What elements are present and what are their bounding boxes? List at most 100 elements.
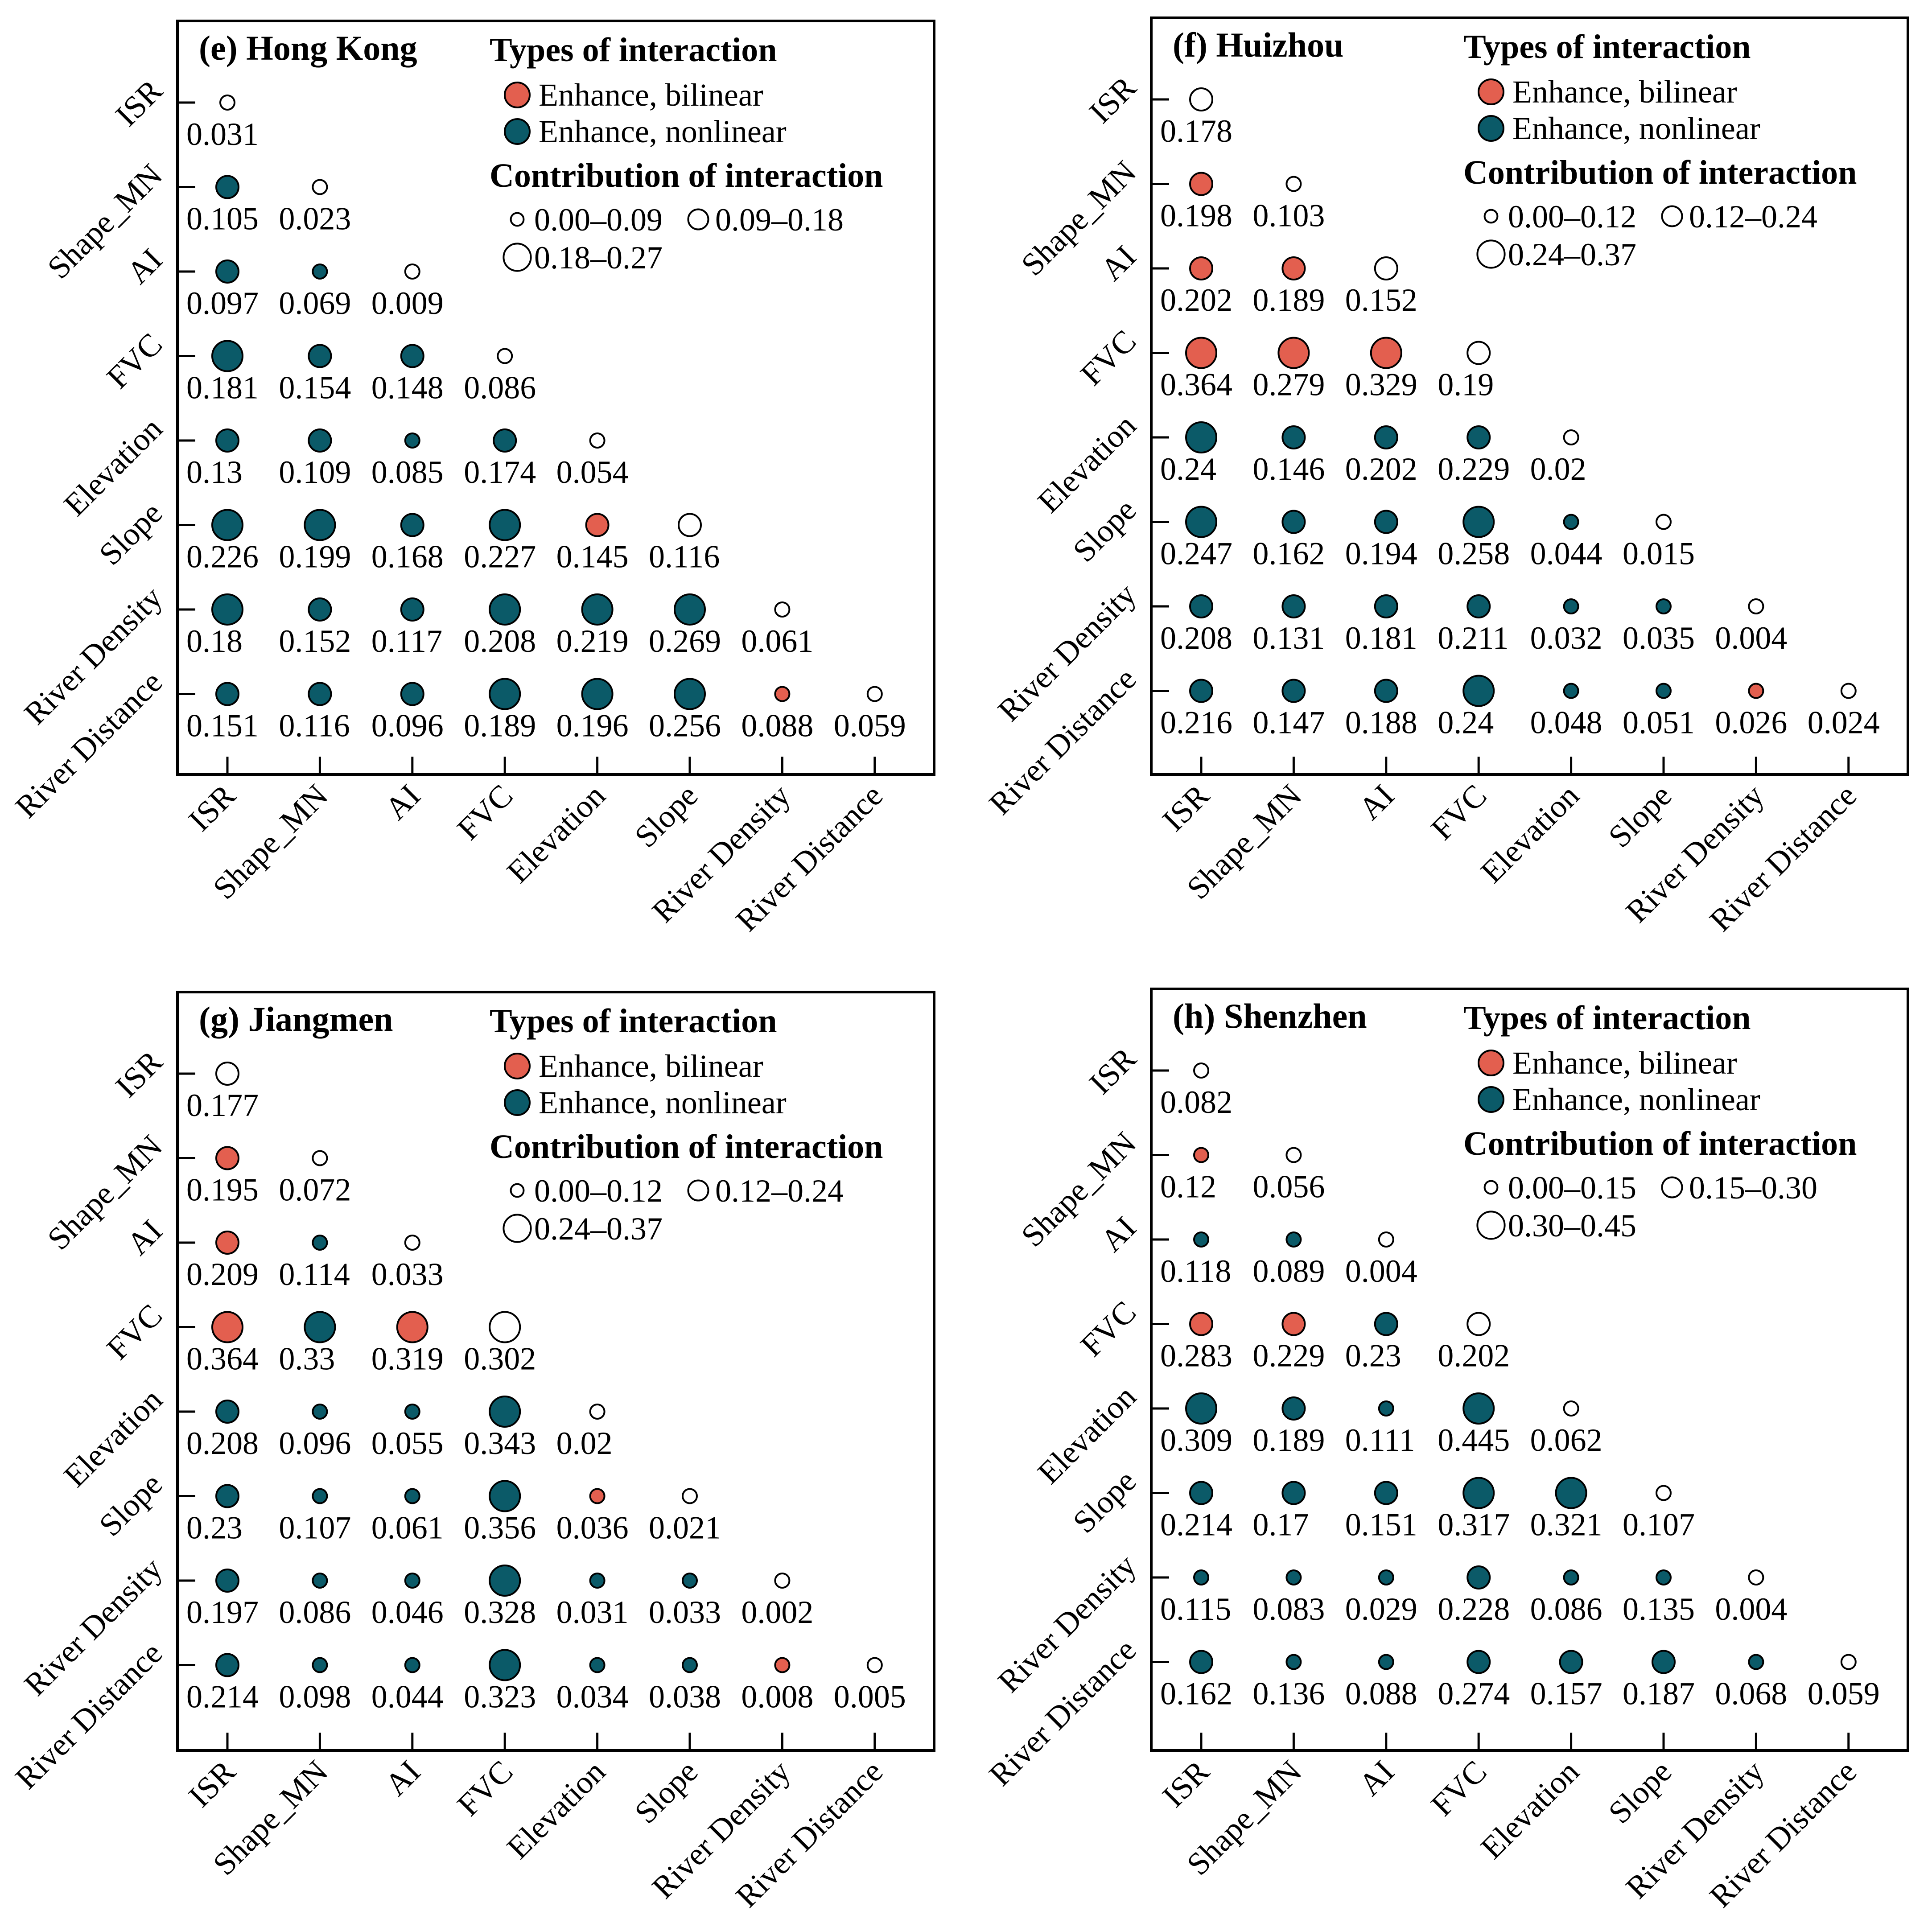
cell-value-river-density-ai: 0.046	[371, 1594, 444, 1630]
legend-size-label-2: 0.15–0.30	[1689, 1170, 1817, 1206]
cell-marker-river-density-fvc	[489, 593, 521, 626]
cell-marker-slope-elevation	[585, 513, 610, 537]
cell-value-fvc-ai: 0.329	[1345, 367, 1417, 403]
cell-marker-river-distance-fvc	[489, 678, 521, 710]
cell-value-isr-isr: 0.177	[186, 1087, 259, 1123]
cell-value-river-distance-slope: 0.051	[1623, 705, 1695, 741]
cell-marker-slope-ai	[1374, 1481, 1398, 1505]
cell-marker-shape-mn-isr	[215, 175, 239, 199]
cell-value-ai-isr: 0.209	[186, 1256, 259, 1292]
cell-marker-river-density-slope	[1656, 1569, 1672, 1585]
legend-size-swatch-1	[510, 212, 525, 227]
legend-types-title: Types of interaction	[490, 1002, 777, 1040]
cell-value-fvc-fvc: 0.302	[464, 1341, 536, 1377]
legend-contribution-title: Contribution of interaction	[490, 1128, 883, 1165]
cell-marker-river-distance-slope	[682, 1657, 698, 1673]
cell-value-river-distance-elevation: 0.034	[556, 1679, 629, 1715]
legend-size-swatch-3	[503, 243, 532, 272]
cell-value-slope-fvc: 0.258	[1438, 536, 1510, 572]
cell-value-ai-shape-mn: 0.089	[1252, 1253, 1325, 1289]
cell-value-ai-ai: 0.004	[1345, 1253, 1417, 1289]
legend-nonlinear-swatch	[1478, 1086, 1504, 1113]
cell-value-shape-mn-isr: 0.12	[1160, 1169, 1216, 1205]
cell-value-shape-mn-shape-mn: 0.056	[1252, 1169, 1325, 1205]
cell-marker-ai-shape-mn	[312, 1235, 328, 1251]
cell-value-river-density-isr: 0.197	[186, 1594, 259, 1630]
legend-size-label-2: 0.09–0.18	[715, 202, 844, 238]
x-tick-label-ai: AI	[378, 1754, 427, 1803]
cell-value-fvc-fvc: 0.202	[1438, 1338, 1510, 1374]
cell-marker-fvc-fvc	[489, 1311, 521, 1343]
cell-marker-elevation-shape-mn	[312, 1404, 328, 1420]
cell-value-river-density-river-density: 0.061	[741, 623, 813, 659]
cell-value-ai-ai: 0.009	[371, 285, 444, 321]
cell-marker-river-density-isr	[1193, 1569, 1209, 1585]
cell-marker-river-distance-isr	[1189, 679, 1213, 703]
cell-marker-fvc-shape-mn	[308, 344, 332, 368]
cell-marker-river-distance-river-distance	[1840, 1654, 1857, 1670]
cell-marker-river-distance-shape-mn	[1285, 1654, 1302, 1670]
cell-marker-elevation-isr	[215, 1400, 239, 1424]
panel-title: (e) Hong Kong	[199, 29, 417, 67]
y-tick-label-fvc: FVC	[1074, 1294, 1143, 1363]
cell-marker-river-distance-ai	[404, 1657, 420, 1673]
legend-types-title: Types of interaction	[1463, 28, 1751, 66]
x-tick-label-ai: AI	[1352, 1754, 1401, 1803]
cell-marker-river-distance-slope	[674, 678, 706, 710]
legend-size-swatch-1	[1483, 209, 1499, 224]
y-tick-label-slope: Slope	[92, 495, 169, 572]
cell-value-river-distance-isr: 0.214	[186, 1679, 259, 1715]
legend-size-label-3: 0.30–0.45	[1508, 1208, 1636, 1244]
cell-marker-elevation-fvc	[493, 428, 517, 453]
cell-value-river-distance-fvc: 0.189	[464, 708, 536, 744]
y-tick-label-fvc: FVC	[100, 1297, 169, 1367]
cell-value-river-density-river-density: 0.002	[741, 1594, 813, 1630]
y-tick-label-slope: Slope	[1066, 1463, 1143, 1540]
cell-value-fvc-shape-mn: 0.154	[279, 370, 351, 406]
legend-nonlinear-label: Enhance, nonlinear	[539, 1085, 787, 1120]
cell-marker-elevation-fvc	[1462, 1392, 1495, 1425]
cell-value-river-density-fvc: 0.228	[1438, 1591, 1510, 1627]
cell-marker-slope-isr	[211, 509, 243, 541]
cell-marker-slope-shape-mn	[304, 509, 336, 541]
cell-marker-fvc-isr	[1185, 337, 1217, 369]
cell-value-river-distance-shape-mn: 0.098	[279, 1679, 351, 1715]
cell-value-river-density-river-density: 0.004	[1715, 620, 1787, 656]
legend-bilinear-label: Enhance, bilinear	[539, 77, 763, 113]
cell-value-elevation-fvc: 0.445	[1438, 1422, 1510, 1458]
cell-value-slope-shape-mn: 0.199	[279, 539, 351, 575]
cell-marker-slope-ai	[400, 513, 424, 537]
cell-marker-elevation-fvc	[1467, 425, 1491, 449]
cell-marker-river-density-shape-mn	[1281, 594, 1306, 618]
cell-value-river-distance-river-density: 0.088	[741, 708, 813, 744]
cell-value-slope-fvc: 0.317	[1438, 1507, 1510, 1543]
y-tick-label-river-distance: River Distance	[8, 1635, 169, 1796]
cell-marker-slope-isr	[215, 1484, 239, 1508]
cell-marker-fvc-fvc	[1467, 341, 1491, 365]
cell-marker-slope-fvc	[1462, 506, 1495, 538]
panel-frame	[176, 20, 935, 776]
cell-marker-slope-ai	[1374, 510, 1398, 534]
cell-marker-elevation-elevation	[589, 1404, 606, 1420]
cell-marker-river-density-slope	[682, 1573, 698, 1589]
cell-value-fvc-isr: 0.283	[1160, 1338, 1232, 1374]
cell-marker-river-distance-slope	[1652, 1650, 1676, 1674]
panel-f-huizhou: (f) HuizhouISRISRShape_MNShape_MNAIAIFVC…	[982, 16, 1909, 938]
cell-value-shape-mn-shape-mn: 0.103	[1252, 198, 1325, 234]
cell-value-river-density-ai: 0.029	[1345, 1591, 1417, 1627]
x-tick-label-elevation: Elevation	[1474, 778, 1586, 890]
panel-h-shenzhen: (h) ShenzhenISRISRShape_MNShape_MNAIAIFV…	[982, 988, 1909, 1914]
cell-marker-river-density-ai	[1378, 1569, 1394, 1585]
cell-marker-slope-slope	[1656, 1485, 1672, 1501]
cell-marker-fvc-shape-mn	[1277, 337, 1310, 369]
cell-value-river-density-elevation: 0.086	[1530, 1591, 1602, 1627]
x-tick-label-elevation: Elevation	[500, 778, 612, 890]
cell-value-slope-isr: 0.214	[1160, 1507, 1232, 1543]
cell-marker-slope-shape-mn	[312, 1488, 328, 1504]
cell-marker-river-distance-slope	[1656, 683, 1672, 699]
cell-value-ai-isr: 0.097	[186, 285, 259, 321]
legend-size-swatch-1	[1483, 1180, 1499, 1195]
cell-marker-slope-ai	[404, 1488, 420, 1504]
cell-value-river-density-isr: 0.208	[1160, 620, 1232, 656]
